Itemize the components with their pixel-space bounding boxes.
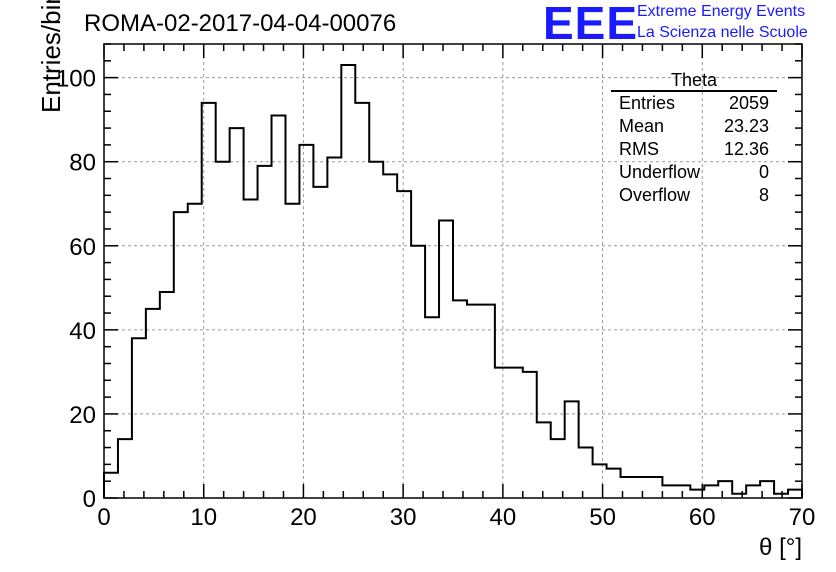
histogram-bin: [788, 490, 802, 498]
y-tick-label: 100: [56, 66, 96, 93]
x-tick-label: 60: [689, 504, 716, 531]
axis-ticks: [103, 43, 803, 499]
stats-row-entries: Entries 2059: [611, 92, 777, 115]
histogram-bin: [258, 166, 272, 498]
eee-logo: EEE: [543, 0, 639, 49]
histogram-bin: [285, 204, 299, 498]
run-title: ROMA-02-2017-04-04-00076: [84, 10, 397, 37]
histogram-bin: [104, 473, 118, 498]
histogram-bin: [704, 485, 718, 498]
stats-value: 2059: [728, 93, 769, 113]
histogram-bin: [188, 204, 202, 498]
stats-value: 12.36: [723, 139, 769, 159]
x-axis-label: θ [°]: [759, 534, 802, 561]
histogram-bin: [607, 469, 621, 498]
plot-frame: [103, 43, 803, 499]
stats-row-underflow: Underflow 0: [611, 161, 777, 184]
histogram-bin: [272, 115, 286, 498]
histogram-bin: [676, 485, 690, 498]
histogram-bin: [634, 477, 648, 498]
histogram-bin: [439, 221, 453, 498]
stats-row-rms: RMS 12.36: [611, 138, 777, 161]
x-tick-label: 50: [589, 504, 616, 531]
histogram-bin: [327, 158, 341, 499]
histogram-bin: [648, 477, 662, 498]
histogram-bin: [118, 439, 132, 498]
histogram-bin: [174, 212, 188, 498]
stats-row-mean: Mean 23.23: [611, 115, 777, 138]
histogram-bin: [425, 317, 439, 498]
x-tick-label: 40: [490, 504, 517, 531]
histogram-bin: [718, 481, 732, 498]
histogram-bin: [579, 448, 593, 498]
x-tick-label: 20: [290, 504, 317, 531]
y-tick-label: 0: [83, 486, 96, 513]
histogram-bin: [481, 305, 495, 498]
histogram-outline: [103, 64, 803, 498]
y-tick-label: 60: [69, 234, 96, 261]
y-tick-label: 20: [69, 402, 96, 429]
histogram-bin: [383, 174, 397, 498]
stats-label: Mean: [619, 116, 665, 136]
histogram-bin: [341, 65, 355, 498]
histogram-bin: [662, 485, 676, 498]
histogram-bin: [467, 305, 481, 498]
histogram-bin: [551, 439, 565, 498]
histogram-bin: [146, 309, 160, 498]
stats-box: Theta Entries 2059 Mean 23.23 RMS 12.36 …: [611, 70, 777, 207]
histogram-bin: [411, 246, 425, 498]
stats-label: Underflow: [619, 162, 701, 182]
y-tick-label: 40: [69, 318, 96, 345]
histogram-bin: [230, 128, 244, 498]
logo-subtitle-line1: Extreme Energy Events: [637, 3, 806, 20]
histogram-bin: [397, 191, 411, 498]
histogram-bin: [746, 485, 760, 498]
histogram-bin: [132, 338, 146, 498]
logo-subtitle-line2: La Scienza nelle Scuole: [637, 24, 808, 41]
histogram-bin: [160, 292, 174, 498]
histogram-bin: [299, 145, 313, 498]
stats-label: RMS: [619, 139, 659, 159]
histogram-bin: [523, 372, 537, 498]
y-axis-label: Entries/bin: [36, 0, 66, 113]
stats-label: Entries: [619, 93, 676, 113]
histogram-bin: [244, 200, 258, 498]
histogram-bin: [593, 464, 607, 498]
stats-title: Theta: [611, 70, 777, 92]
histogram-bin: [509, 368, 523, 498]
x-tick-label: 0: [97, 504, 110, 531]
histogram-bin: [216, 162, 230, 498]
histogram-bin: [495, 368, 509, 498]
histogram-bin: [313, 187, 327, 498]
x-tick-label: 10: [190, 504, 217, 531]
x-tick-label: 30: [390, 504, 417, 531]
stats-label: Overflow: [619, 185, 691, 205]
stats-value: 0: [758, 162, 769, 182]
x-tick-label: 70: [789, 504, 816, 531]
histogram-bin: [537, 422, 551, 498]
stats-value: 23.23: [723, 116, 769, 136]
y-tick-label: 80: [69, 150, 96, 177]
stats-row-overflow: Overflow 8: [611, 184, 777, 207]
stats-value: 8: [758, 185, 769, 205]
histogram-bin: [565, 401, 579, 498]
